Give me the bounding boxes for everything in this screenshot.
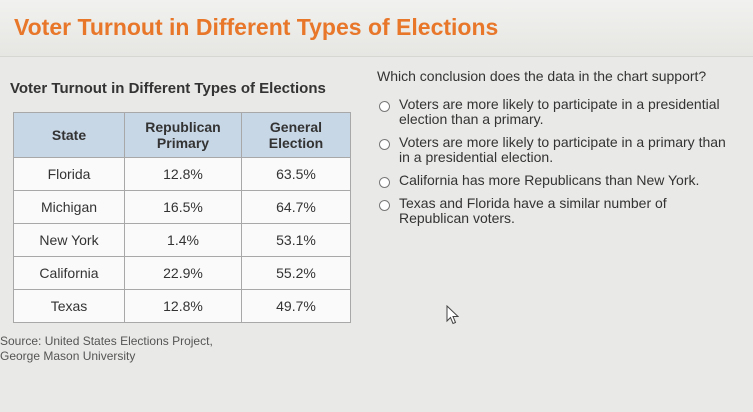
answer-label: Texas and Florida have a similar number … <box>399 195 667 226</box>
cell-general-election: 53.1% <box>241 223 351 257</box>
cell-general-election: 64.7% <box>241 190 351 224</box>
table-row: Florida 12.8% 63.5% <box>13 157 351 191</box>
answer-option-1[interactable]: Voters are more likely to participate in… <box>377 97 737 127</box>
table-row: Michigan 16.5% 64.7% <box>13 190 351 224</box>
page-header: Voter Turnout in Different Types of Elec… <box>0 0 753 57</box>
mouse-pointer-icon <box>446 305 459 325</box>
cell-republican-primary: 16.5% <box>124 190 242 224</box>
question-prompt: Which conclusion does the data in the ch… <box>377 68 707 84</box>
table-source: Source: United States Elections Project,… <box>0 334 213 364</box>
table-row: Texas 12.8% 49.7% <box>13 289 351 323</box>
cell-state: Texas <box>13 289 125 323</box>
answer-options: Voters are more likely to participate in… <box>377 97 737 234</box>
cell-state: Florida <box>13 157 125 191</box>
radio-button[interactable] <box>379 177 390 188</box>
answer-option-2[interactable]: Voters are more likely to participate in… <box>377 135 737 165</box>
cell-general-election: 49.7% <box>241 289 351 323</box>
source-line: Source: United States Elections Project, <box>0 334 213 348</box>
cell-state: New York <box>13 223 125 257</box>
turnout-table: State Republican Primary General Electio… <box>13 112 351 323</box>
column-header-republican-primary: Republican Primary <box>124 112 242 158</box>
page-title: Voter Turnout in Different Types of Elec… <box>14 14 499 40</box>
answer-option-4[interactable]: Texas and Florida have a similar number … <box>377 196 737 226</box>
cell-state: Michigan <box>13 190 125 224</box>
column-header-state: State <box>13 112 125 158</box>
cell-republican-primary: 12.8% <box>124 289 242 323</box>
cell-general-election: 63.5% <box>241 157 351 191</box>
answer-label: Voters are more likely to participate in… <box>399 96 720 127</box>
cell-state: California <box>13 256 125 290</box>
radio-button[interactable] <box>379 139 390 150</box>
source-line: George Mason University <box>0 349 136 363</box>
radio-button[interactable] <box>379 200 390 211</box>
table-title: Voter Turnout in Different Types of Elec… <box>10 80 326 97</box>
cell-republican-primary: 1.4% <box>124 223 242 257</box>
answer-label: Voters are more likely to participate in… <box>399 134 726 165</box>
table-header-row: State Republican Primary General Electio… <box>13 112 351 158</box>
radio-button[interactable] <box>379 101 390 112</box>
table-row: New York 1.4% 53.1% <box>13 223 351 257</box>
answer-option-3[interactable]: California has more Republicans than New… <box>377 173 737 188</box>
answer-label: California has more Republicans than New… <box>399 172 700 188</box>
cell-republican-primary: 12.8% <box>124 157 242 191</box>
column-header-general-election: General Election <box>241 112 351 158</box>
cell-republican-primary: 22.9% <box>124 256 242 290</box>
cell-general-election: 55.2% <box>241 256 351 290</box>
table-row: California 22.9% 55.2% <box>13 256 351 290</box>
